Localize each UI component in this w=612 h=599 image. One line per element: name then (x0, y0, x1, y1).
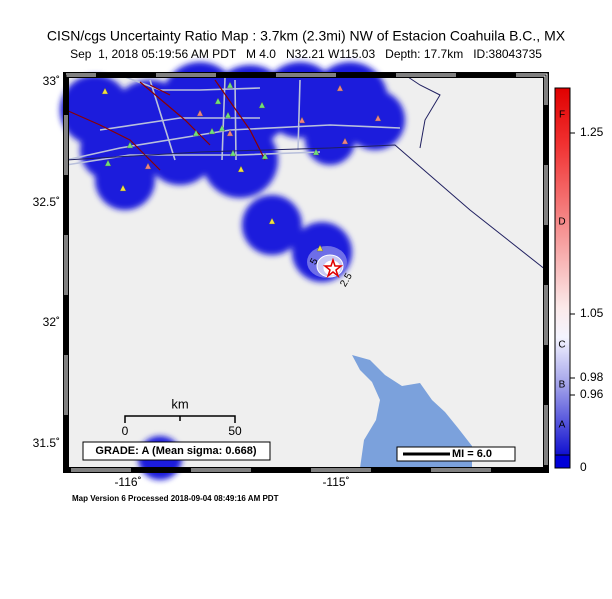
colorbar-letter: B (559, 380, 566, 391)
footer: Map Version 6 Processed 2018-09-04 08:49… (72, 494, 279, 503)
lat-label: 33˚ (43, 74, 60, 88)
colorbar: F D C B A 1.25 1.05 0.98 0.96 0 (554, 87, 604, 474)
epicenter-star (322, 257, 344, 279)
colorbar-value: 0.96 (580, 387, 604, 401)
colorbar-letter: F (559, 110, 565, 121)
colorbar-letter: D (558, 217, 565, 228)
scale-unit: km (171, 396, 188, 411)
mi-box (396, 446, 516, 462)
scale-label: 50 (228, 424, 242, 438)
title: CISN/cgs Uncertainty Ratio Map : 3.7km (… (47, 28, 566, 44)
lon-label: -115˚ (322, 475, 349, 489)
contour-label: 5 (308, 256, 321, 267)
subtitle: Sep 1, 2018 05:19:56 AM PDT M 4.0 N32.21… (70, 47, 542, 61)
lon-label: -116˚ (114, 475, 141, 489)
lat-label: 32.5˚ (33, 195, 60, 209)
map-frame-edge (65, 74, 547, 471)
lat-label: 31.5˚ (33, 436, 60, 450)
map: 5 2.5 (60, 62, 549, 480)
colorbar-zero (554, 454, 571, 469)
grade: GRADE: A (Mean sigma: 0.668) (95, 445, 257, 457)
scale-label: 0 (122, 424, 129, 438)
stations (101, 81, 382, 252)
colorbar-value: 1.05 (580, 306, 604, 320)
colorbar-letter: A (559, 420, 566, 431)
borders (65, 74, 547, 271)
colorbar-letter: C (558, 340, 565, 351)
latitude-labels: 33˚ 32.5˚ 32˚ 31.5˚ (33, 74, 60, 450)
colorbar-value: 0.98 (580, 370, 604, 384)
colorbar-scale (554, 87, 571, 456)
water (352, 355, 472, 468)
scale-bar: km 0 50 (122, 396, 242, 438)
colorbar-value: 1.25 (580, 125, 604, 139)
lat-label: 32˚ (43, 315, 60, 329)
colorbar-value: 0 (580, 460, 587, 474)
longitude-labels: -116˚ -115˚ (114, 475, 349, 489)
mi-label: MI = 6.0 (452, 448, 492, 460)
grade-box (82, 441, 271, 461)
